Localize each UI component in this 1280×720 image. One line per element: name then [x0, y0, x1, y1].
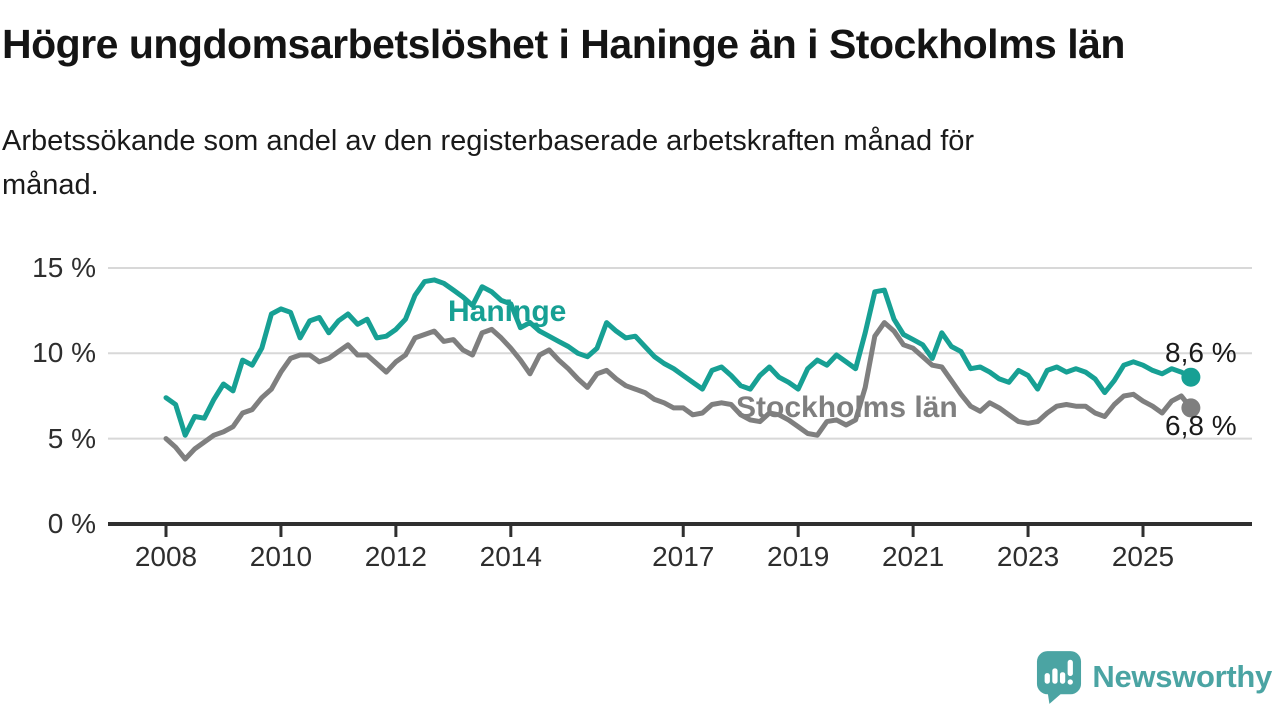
x-tick-label: 2014: [479, 541, 542, 572]
x-tick-label: 2017: [652, 541, 715, 572]
y-tick-label: 10 %: [32, 337, 96, 369]
page-title: Högre ungdomsarbetslöshet i Haninge än i…: [2, 21, 1125, 67]
series-label-stockholms-lan: Stockholms län: [736, 391, 958, 424]
x-tick-label: 2019: [767, 541, 830, 572]
y-tick-label: 15 %: [32, 251, 96, 283]
chart-subtitle-line2: månad.: [2, 169, 99, 201]
x-tick-label: 2008: [134, 541, 198, 572]
x-tick-label: 2023: [996, 541, 1060, 572]
x-tick-label: 2021: [881, 541, 945, 572]
chart-subtitle-line1: Arbetssökande som andel av den registerb…: [2, 125, 975, 157]
x-tick-label: 2025: [1111, 541, 1175, 572]
haninge-end-dot: [1181, 367, 1201, 387]
x-tick-label: 2010: [249, 541, 313, 572]
stockholms-l-n-end-dot: [1181, 398, 1201, 418]
stockholms-l-n-line: [163, 320, 1194, 462]
newsworthy-brand: Newsworthy: [1036, 648, 1272, 706]
haninge-line: [163, 277, 1194, 438]
end-value-label-stockholms-lan: 6,8 %: [1165, 410, 1237, 441]
newsworthy-logo-icon: [1037, 651, 1082, 704]
chart-subtitle: Arbetssökande som andel av den registerb…: [2, 119, 1202, 207]
series-label-haninge: Haninge: [448, 295, 567, 328]
end-value-label-haninge: 8,6 %: [1165, 337, 1237, 368]
y-tick-label: 5 %: [47, 422, 96, 454]
x-tick-label: 2012: [364, 541, 428, 572]
y-tick-label: 0 %: [47, 508, 96, 539]
brand-name: Newsworthy: [1092, 659, 1272, 694]
